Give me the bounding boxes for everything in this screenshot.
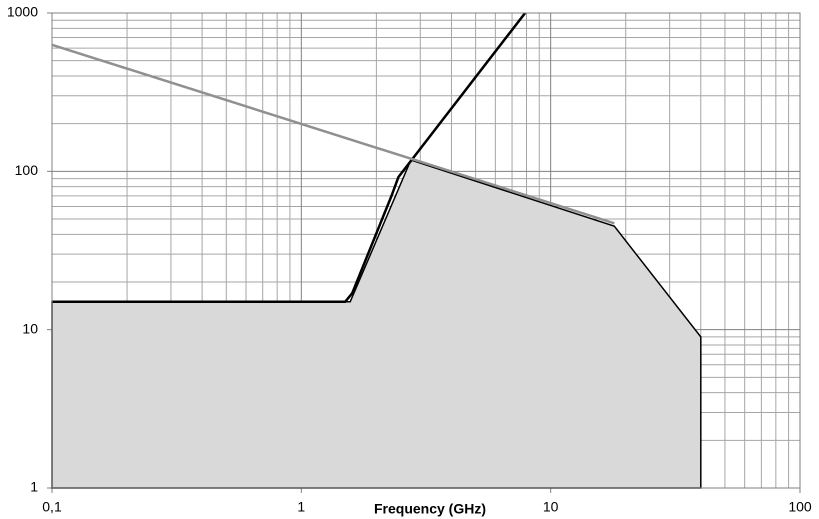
x-tick-label: 1 <box>297 499 305 515</box>
y-tick-label: 1 <box>30 479 38 495</box>
x-tick-label: 100 <box>788 499 812 515</box>
y-tick-label: 100 <box>15 162 39 178</box>
plot-border <box>51 12 801 489</box>
x-tick-label: 0,1 <box>42 499 62 515</box>
y-tick-label: 10 <box>22 320 38 336</box>
x-axis-title: Frequency (GHz) <box>374 501 486 517</box>
line <box>52 12 527 304</box>
y-tick-label: 1000 <box>7 4 38 20</box>
x-tick-label: 10 <box>543 499 559 515</box>
line <box>51 43 615 225</box>
